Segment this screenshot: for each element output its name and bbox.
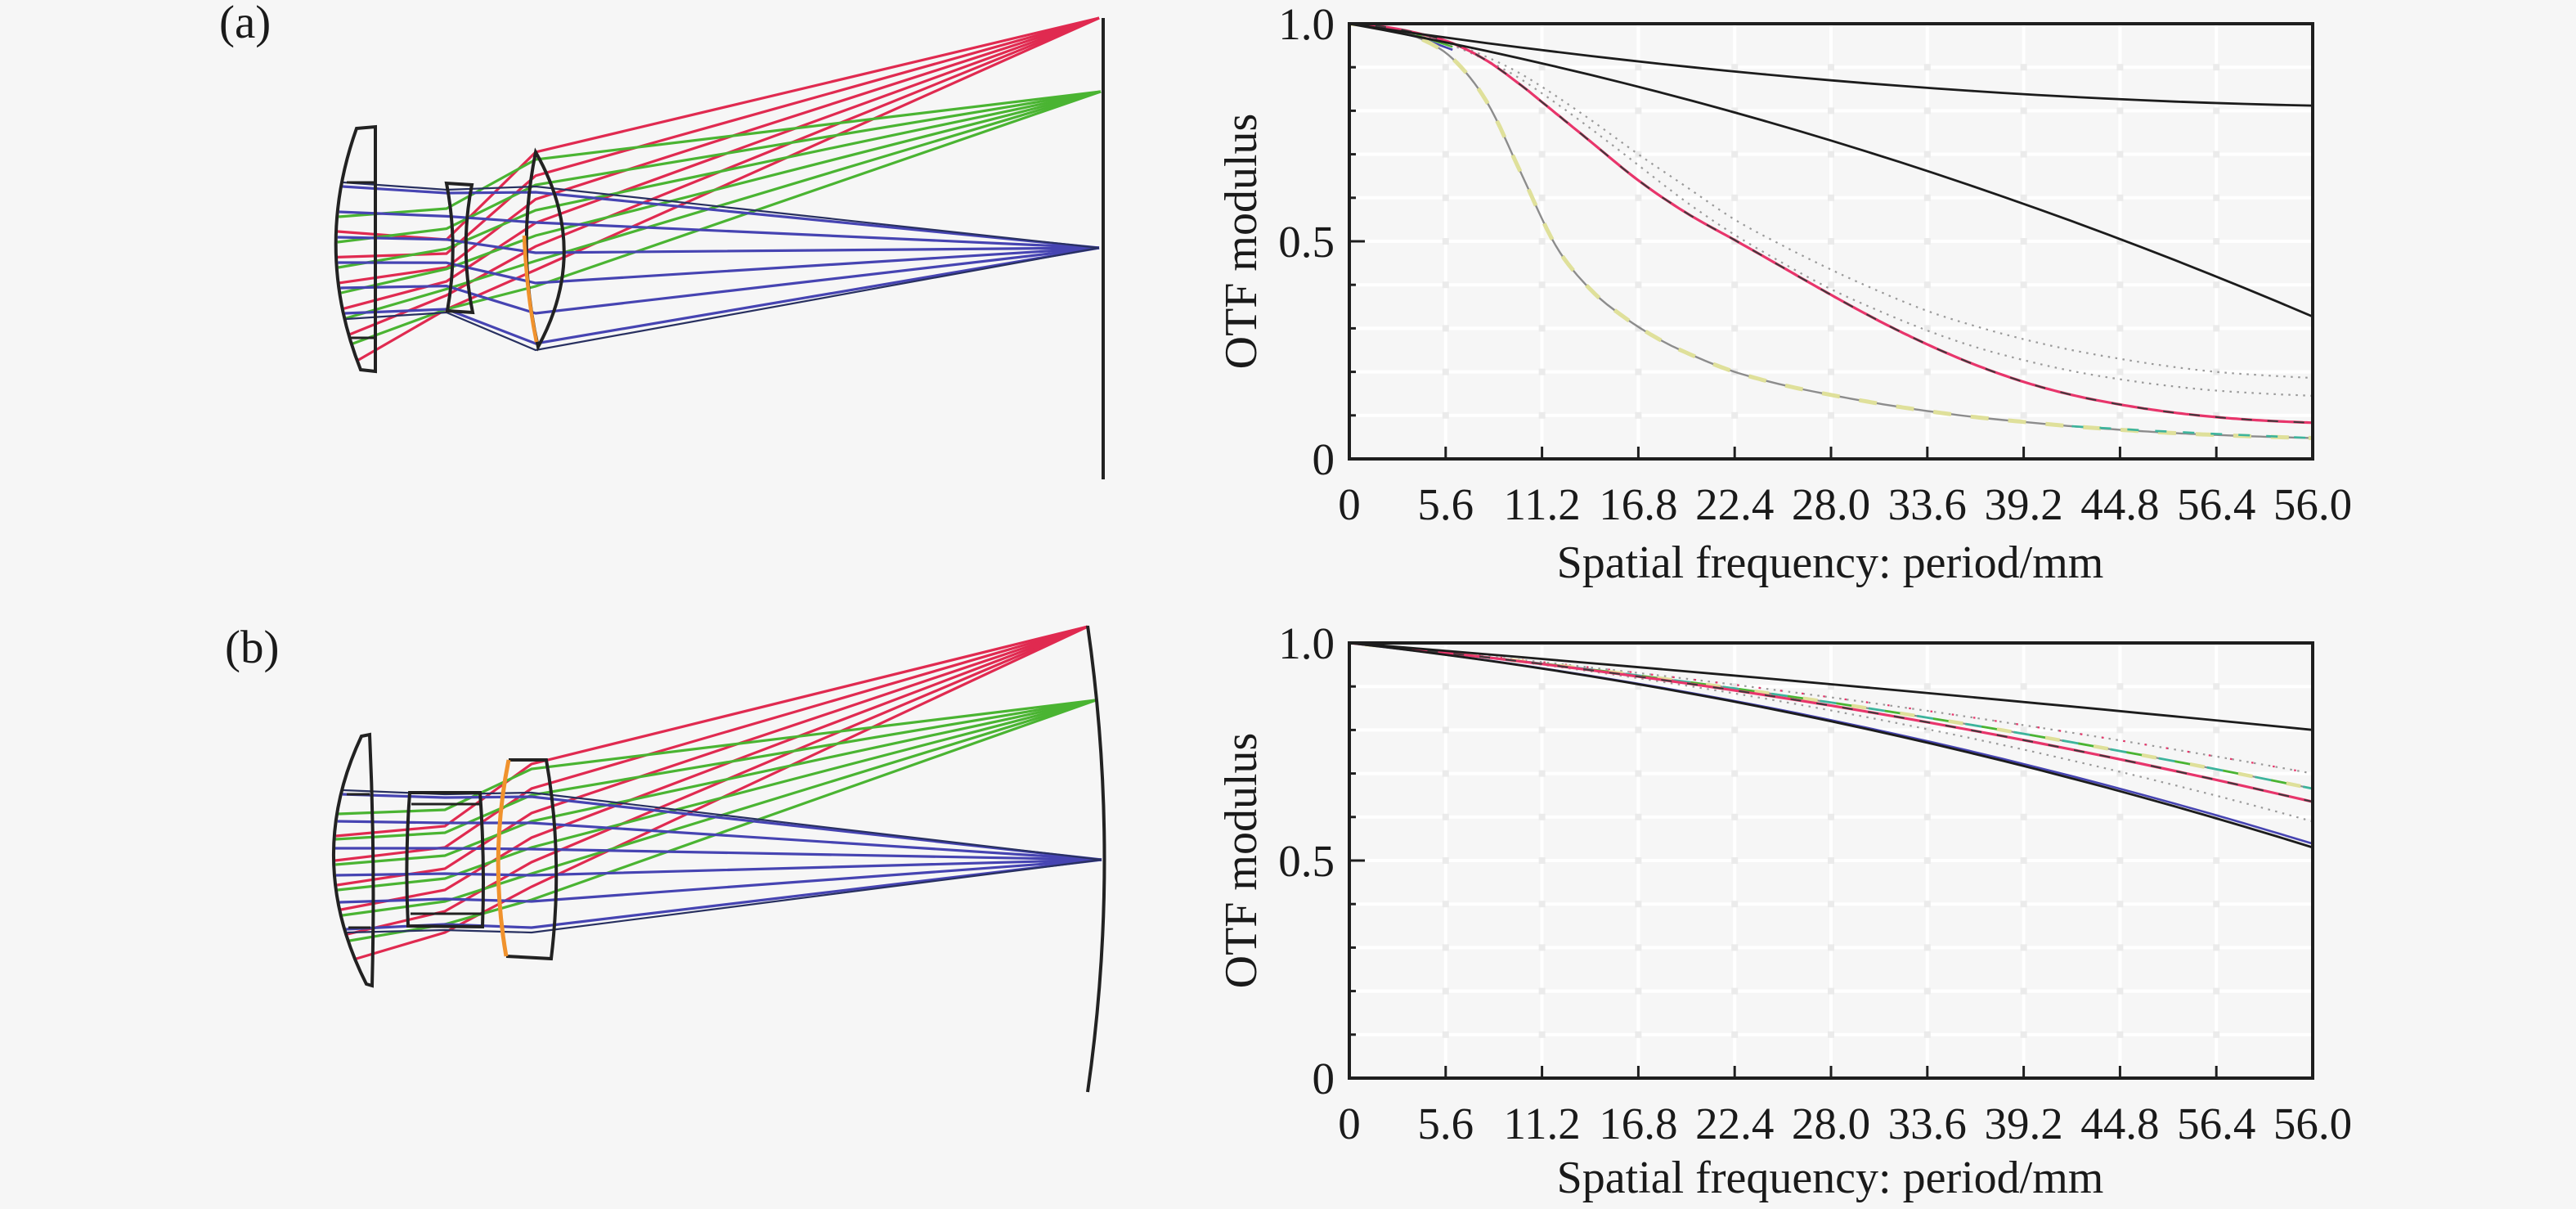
svg-text:1.0: 1.0 <box>1278 0 1335 49</box>
svg-text:44.8: 44.8 <box>2080 479 2159 529</box>
svg-text:33.6: 33.6 <box>1888 479 1967 529</box>
svg-text:OTF modulus: OTF modulus <box>1216 114 1267 370</box>
svg-text:11.2: 11.2 <box>1503 1099 1580 1148</box>
svg-text:22.4: 22.4 <box>1695 1099 1774 1148</box>
svg-text:5.6: 5.6 <box>1417 1099 1474 1148</box>
svg-text:11.2: 11.2 <box>1503 479 1580 529</box>
svg-text:44.8: 44.8 <box>2080 1099 2159 1148</box>
svg-text:28.0: 28.0 <box>1792 1099 1870 1148</box>
svg-text:0.5: 0.5 <box>1278 217 1335 267</box>
svg-text:16.8: 16.8 <box>1599 1099 1677 1148</box>
svg-text:56.0: 56.0 <box>2273 479 2352 529</box>
svg-text:22.4: 22.4 <box>1695 479 1774 529</box>
svg-text:1.0: 1.0 <box>1278 618 1335 668</box>
svg-text:Spatial frequency: period/mm: Spatial frequency: period/mm <box>1557 537 2104 588</box>
svg-text:5.6: 5.6 <box>1417 479 1474 529</box>
svg-text:56.0: 56.0 <box>2273 1099 2352 1148</box>
svg-text:0: 0 <box>1313 434 1335 484</box>
svg-text:0: 0 <box>1338 1099 1361 1148</box>
svg-text:28.0: 28.0 <box>1792 479 1870 529</box>
svg-text:39.2: 39.2 <box>1984 479 2062 529</box>
svg-text:56.4: 56.4 <box>2177 479 2255 529</box>
svg-text:16.8: 16.8 <box>1599 479 1677 529</box>
svg-text:39.2: 39.2 <box>1984 1099 2062 1148</box>
svg-text:0: 0 <box>1313 1054 1335 1103</box>
svg-text:33.6: 33.6 <box>1888 1099 1967 1148</box>
svg-text:Spatial frequency: period/mm: Spatial frequency: period/mm <box>1557 1153 2104 1203</box>
svg-text:56.4: 56.4 <box>2177 1099 2255 1148</box>
svg-text:(a): (a) <box>219 0 271 48</box>
svg-text:0: 0 <box>1338 479 1361 529</box>
svg-text:0.5: 0.5 <box>1278 836 1335 886</box>
svg-text:OTF modulus: OTF modulus <box>1216 733 1267 989</box>
svg-text:(b): (b) <box>225 622 279 673</box>
